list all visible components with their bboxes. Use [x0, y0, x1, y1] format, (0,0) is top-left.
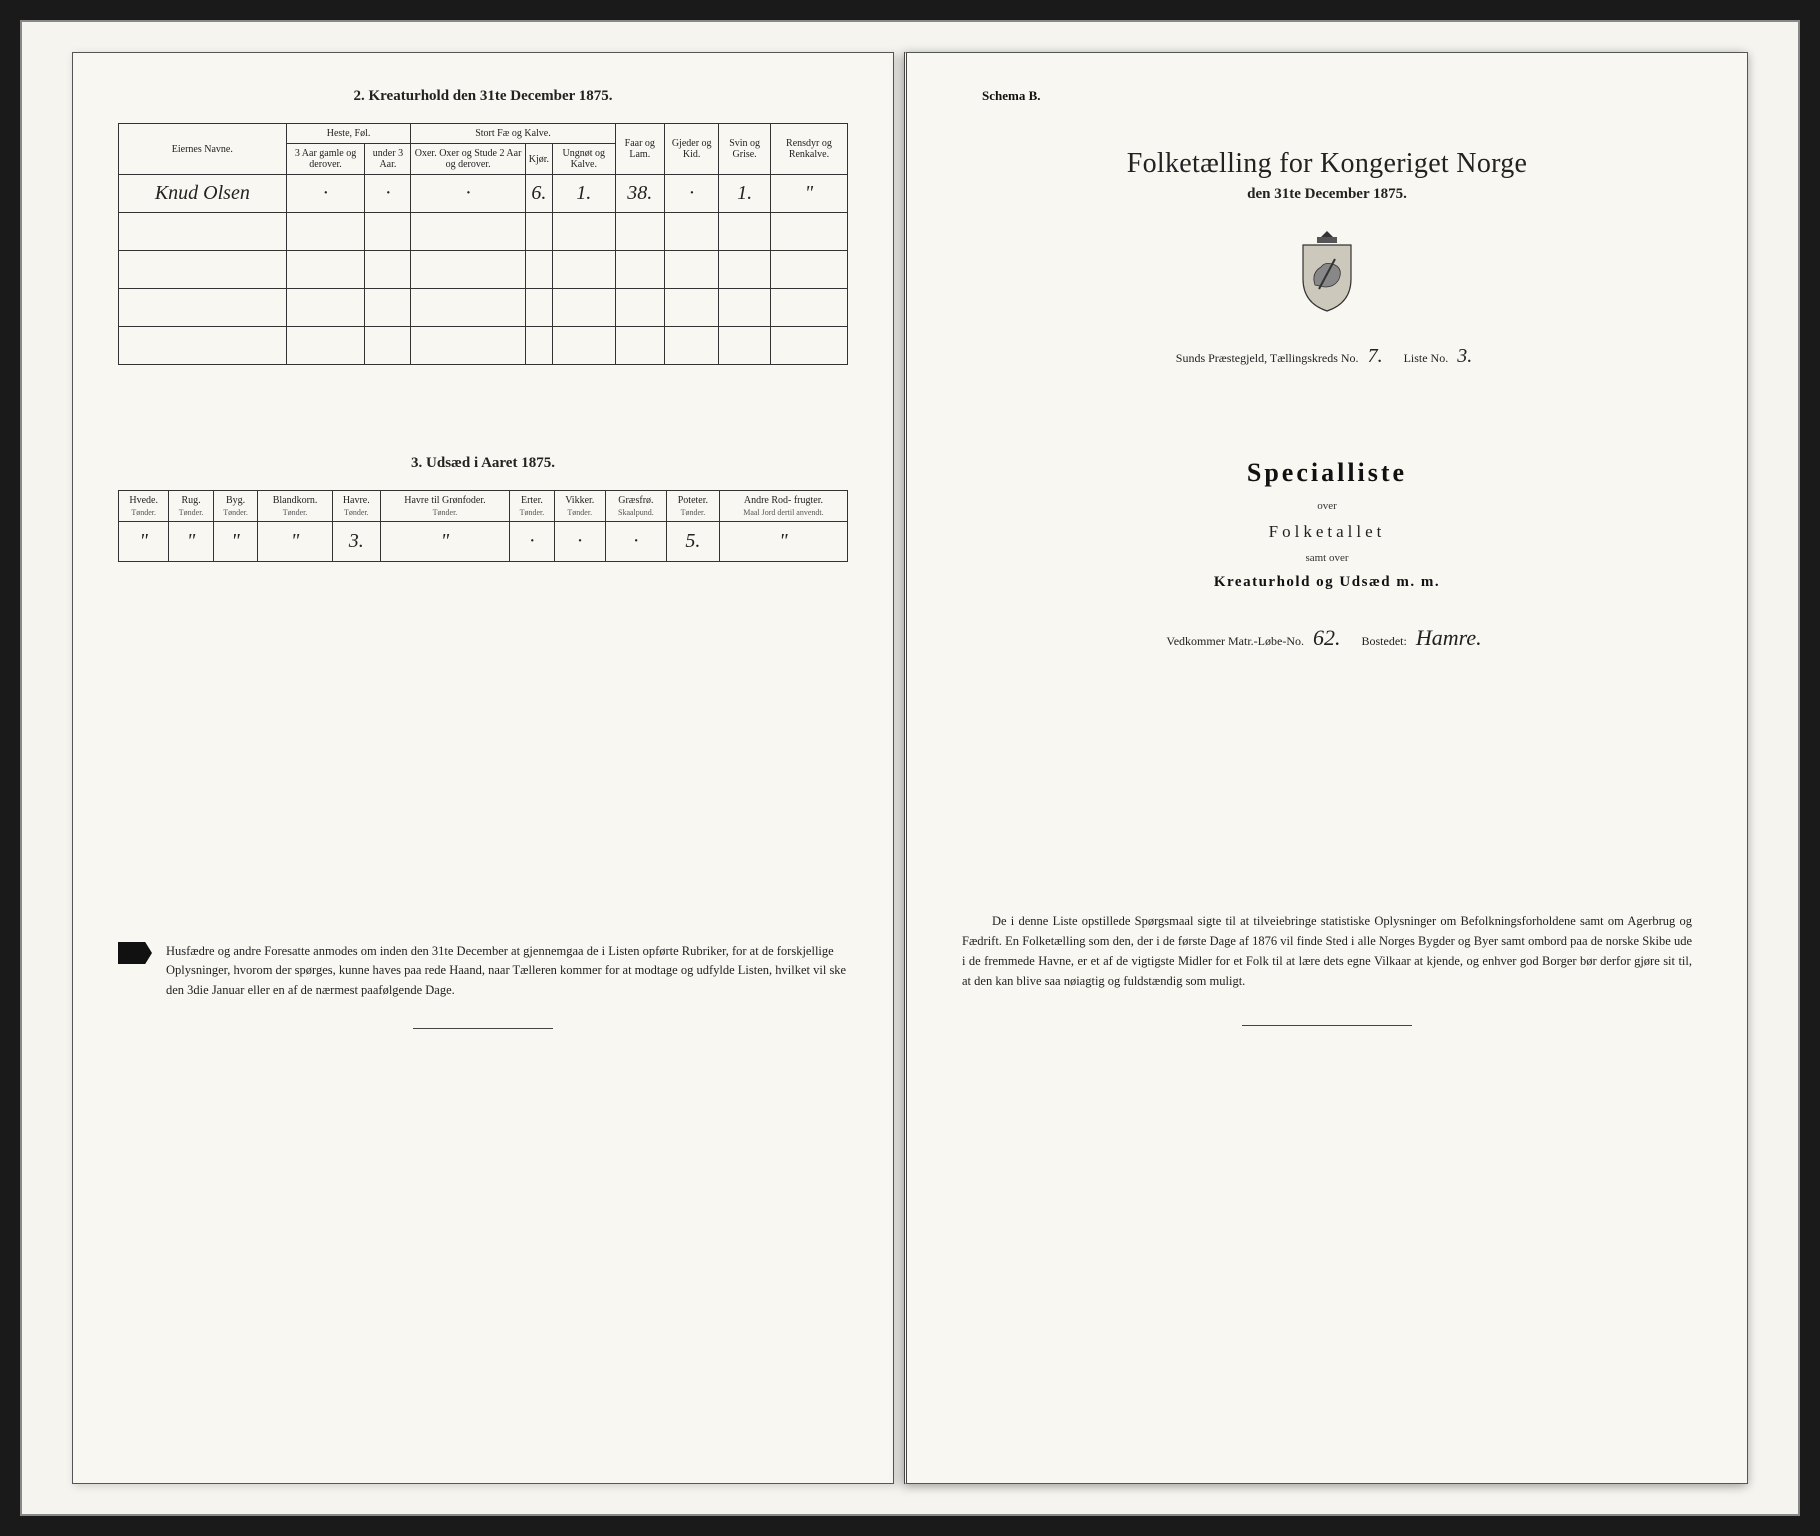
- cell: ·: [605, 522, 666, 562]
- col-heste-a: 3 Aar gamle og derover.: [286, 144, 365, 175]
- folketallet-title: Folketallet: [962, 522, 1692, 542]
- liste-label: Liste No.: [1404, 351, 1449, 365]
- document-frame: 2. Kreaturhold den 31te December 1875. E…: [20, 20, 1800, 1516]
- cell: ": [119, 522, 169, 562]
- uds-col: Havre.Tønder.: [332, 491, 380, 522]
- divider: [413, 1028, 553, 1029]
- divider: [1242, 1025, 1412, 1026]
- right-page: Schema B. Folketælling for Kongeriget No…: [904, 52, 1748, 1484]
- matr-value: 62.: [1313, 625, 1341, 650]
- uds-col: Rug.Tønder.: [169, 491, 213, 522]
- specialliste-title: Specialliste: [962, 458, 1692, 488]
- cell: 1.: [719, 175, 771, 213]
- col-faar: Faar og Lam.: [615, 124, 665, 175]
- uds-col: Hvede.Tønder.: [119, 491, 169, 522]
- col-svin: Svin og Grise.: [719, 124, 771, 175]
- main-title: Folketælling for Kongeriget Norge: [962, 148, 1692, 180]
- bosted-label: Bostedet:: [1362, 634, 1407, 648]
- col-storfe-b: Kjør.: [525, 144, 552, 175]
- samt-over-label: samt over: [962, 552, 1692, 564]
- section-2-title: 2. Kreaturhold den 31te December 1875.: [118, 88, 848, 105]
- table-row: Knud Olsen · · · 6. 1. 38. · 1. ": [119, 175, 848, 213]
- cell: 5.: [666, 522, 719, 562]
- footnote-text: Husfædre og andre Foresatte anmodes om i…: [166, 942, 848, 1000]
- owner-header: Eiernes Navne.: [119, 124, 287, 175]
- kreds-no: 7.: [1368, 345, 1383, 367]
- cell: ": [380, 522, 509, 562]
- over-label: over: [962, 500, 1692, 512]
- uds-col: Andre Rod- frugter.Maal Jord dertil anve…: [719, 491, 847, 522]
- uds-col: Erter.Tønder.: [510, 491, 554, 522]
- cell: ·: [665, 175, 719, 213]
- left-page: 2. Kreaturhold den 31te December 1875. E…: [72, 52, 894, 1484]
- uds-col: Vikker.Tønder.: [554, 491, 605, 522]
- group-heste: Heste, Føl.: [286, 124, 411, 144]
- page-spread: 2. Kreaturhold den 31te December 1875. E…: [72, 52, 1748, 1484]
- bosted-value: Hamre.: [1416, 625, 1482, 650]
- group-storfe: Stort Fæ og Kalve.: [411, 124, 615, 144]
- table-row: [119, 251, 848, 289]
- cell: 1.: [553, 175, 615, 213]
- uds-col: Poteter.Tønder.: [666, 491, 719, 522]
- cell: 6.: [525, 175, 552, 213]
- parish-prefix: Sunds Præstegjeld, Tællingskreds No.: [1176, 351, 1359, 365]
- sub-title: den 31te December 1875.: [962, 186, 1692, 203]
- owner-cell: Knud Olsen: [119, 175, 287, 213]
- cell: ": [213, 522, 257, 562]
- uds-col: Havre til Grønfoder.Tønder.: [380, 491, 509, 522]
- cell: ·: [510, 522, 554, 562]
- col-storfe-c: Ungnøt og Kalve.: [553, 144, 615, 175]
- cell: 3.: [332, 522, 380, 562]
- matr-line: Vedkommer Matr.-Løbe-No. 62. Bostedet: H…: [962, 625, 1692, 651]
- table-row: " " " " 3. " · · · 5. ": [119, 522, 848, 562]
- table-row: [119, 213, 848, 251]
- cell: ": [169, 522, 213, 562]
- kreaturhold-table: Eiernes Navne. Heste, Føl. Stort Fæ og K…: [118, 123, 848, 365]
- cell: ": [258, 522, 333, 562]
- uds-col: Blandkorn.Tønder.: [258, 491, 333, 522]
- col-ren: Rensdyr og Renkalve.: [770, 124, 847, 175]
- col-gjeder: Gjeder og Kid.: [665, 124, 719, 175]
- kreatur-title: Kreaturhold og Udsæd m. m.: [962, 574, 1692, 591]
- explanatory-paragraph: De i denne Liste opstillede Spørgsmaal s…: [962, 911, 1692, 991]
- footnote-block: Husfædre og andre Foresatte anmodes om i…: [118, 942, 848, 1000]
- section-3-title: 3. Udsæd i Aaret 1875.: [118, 455, 848, 472]
- table-row: [119, 327, 848, 365]
- liste-no: 3.: [1457, 345, 1472, 367]
- uds-col: Græsfrø.Skaalpund.: [605, 491, 666, 522]
- cell: ·: [365, 175, 411, 213]
- cell: ·: [286, 175, 365, 213]
- cell: ·: [411, 175, 525, 213]
- col-storfe-a: Oxer. Oxer og Stude 2 Aar og derover.: [411, 144, 525, 175]
- udsaed-table: Hvede.Tønder. Rug.Tønder. Byg.Tønder. Bl…: [118, 490, 848, 562]
- cell: 38.: [615, 175, 665, 213]
- cell: ": [770, 175, 847, 213]
- table-row: [119, 289, 848, 327]
- uds-col: Byg.Tønder.: [213, 491, 257, 522]
- pointing-hand-icon: [118, 942, 152, 964]
- coat-of-arms-icon: [1291, 229, 1363, 315]
- schema-label: Schema B.: [982, 88, 1692, 104]
- cell: ": [719, 522, 847, 562]
- parish-line: Sunds Præstegjeld, Tællingskreds No. 7. …: [962, 345, 1692, 368]
- cell: ·: [554, 522, 605, 562]
- matr-label: Vedkommer Matr.-Løbe-No.: [1166, 634, 1304, 648]
- col-heste-b: under 3 Aar.: [365, 144, 411, 175]
